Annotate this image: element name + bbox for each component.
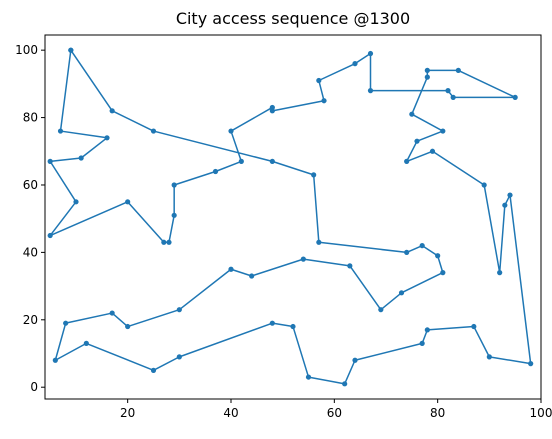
- city-point: [166, 239, 172, 245]
- city-point: [352, 61, 358, 67]
- route-line: [49, 49, 532, 385]
- city-point: [150, 128, 157, 134]
- city-point: [57, 128, 64, 134]
- city-point: [269, 158, 275, 164]
- city-point: [311, 172, 317, 178]
- city-point: [347, 263, 353, 269]
- city-point: [176, 354, 182, 360]
- city-point: [269, 104, 275, 111]
- city-point: [528, 361, 534, 367]
- city-point: [424, 327, 430, 333]
- city-point: [419, 340, 425, 346]
- city-point: [352, 357, 358, 363]
- city-point: [52, 357, 58, 363]
- city-point: [290, 323, 296, 330]
- city-point: [440, 128, 446, 134]
- city-point: [502, 202, 508, 208]
- city-point: [497, 270, 503, 276]
- city-point: [471, 323, 477, 330]
- city-point: [429, 148, 436, 154]
- x-axis: 20 40 60 80 100: [120, 399, 552, 420]
- city-point: [367, 88, 374, 94]
- city-point: [269, 320, 275, 326]
- chart-title: City access sequence @1300: [176, 9, 410, 28]
- city-point: [150, 367, 157, 373]
- city-point: [404, 249, 410, 255]
- city-point: [342, 381, 348, 387]
- city-point: [316, 77, 322, 84]
- y-tick-label: 100: [15, 43, 38, 57]
- city-point: [450, 94, 456, 100]
- city-point: [300, 256, 306, 262]
- city-point: [414, 138, 420, 144]
- city-point: [424, 74, 430, 80]
- city-point: [424, 67, 430, 73]
- city-point: [176, 307, 182, 313]
- city-point: [104, 135, 110, 141]
- city-point: [409, 111, 415, 117]
- y-tick-label: 40: [23, 245, 38, 259]
- city-point: [228, 266, 234, 272]
- city-point: [109, 310, 115, 316]
- y-axis: 0 20 40 60 80 100: [15, 43, 45, 394]
- city-point: [47, 232, 53, 239]
- y-tick-label: 0: [30, 380, 38, 394]
- city-point: [367, 50, 374, 57]
- plot-frame: [44, 34, 542, 400]
- y-tick-label: 20: [23, 313, 38, 327]
- city-point: [109, 108, 115, 114]
- city-point: [125, 199, 131, 205]
- y-tick-label: 80: [23, 111, 38, 125]
- x-tick-label: 40: [223, 406, 238, 420]
- city-point: [440, 270, 446, 276]
- city-point: [63, 320, 69, 326]
- city-point: [47, 158, 53, 164]
- city-point: [481, 182, 487, 188]
- plot-area: [47, 47, 534, 387]
- city-point: [212, 168, 219, 175]
- x-tick-label: 20: [120, 406, 135, 420]
- city-point: [321, 98, 327, 104]
- city-point: [249, 273, 255, 279]
- y-tick-label: 60: [23, 178, 38, 192]
- city-point: [419, 243, 425, 249]
- x-tick-label: 100: [530, 406, 552, 420]
- city-point: [398, 290, 405, 296]
- city-point: [171, 212, 177, 218]
- city-point: [445, 88, 451, 94]
- city-point: [486, 354, 492, 360]
- city-point: [507, 192, 513, 198]
- city-point: [305, 374, 312, 380]
- city-point: [161, 239, 167, 245]
- city-point: [78, 155, 84, 161]
- city-point: [378, 307, 384, 313]
- x-tick-label: 80: [430, 406, 445, 420]
- city-point: [455, 67, 461, 73]
- city-point: [238, 158, 244, 164]
- city-point: [171, 182, 177, 188]
- city-point: [125, 323, 131, 330]
- city-point: [228, 128, 234, 134]
- x-tick-label: 60: [327, 406, 342, 420]
- city-point: [83, 340, 89, 346]
- city-point: [73, 199, 79, 205]
- city-point: [404, 158, 410, 164]
- city-point: [435, 253, 441, 259]
- city-point: [68, 47, 74, 53]
- city-point: [316, 239, 322, 245]
- city-point: [512, 94, 518, 100]
